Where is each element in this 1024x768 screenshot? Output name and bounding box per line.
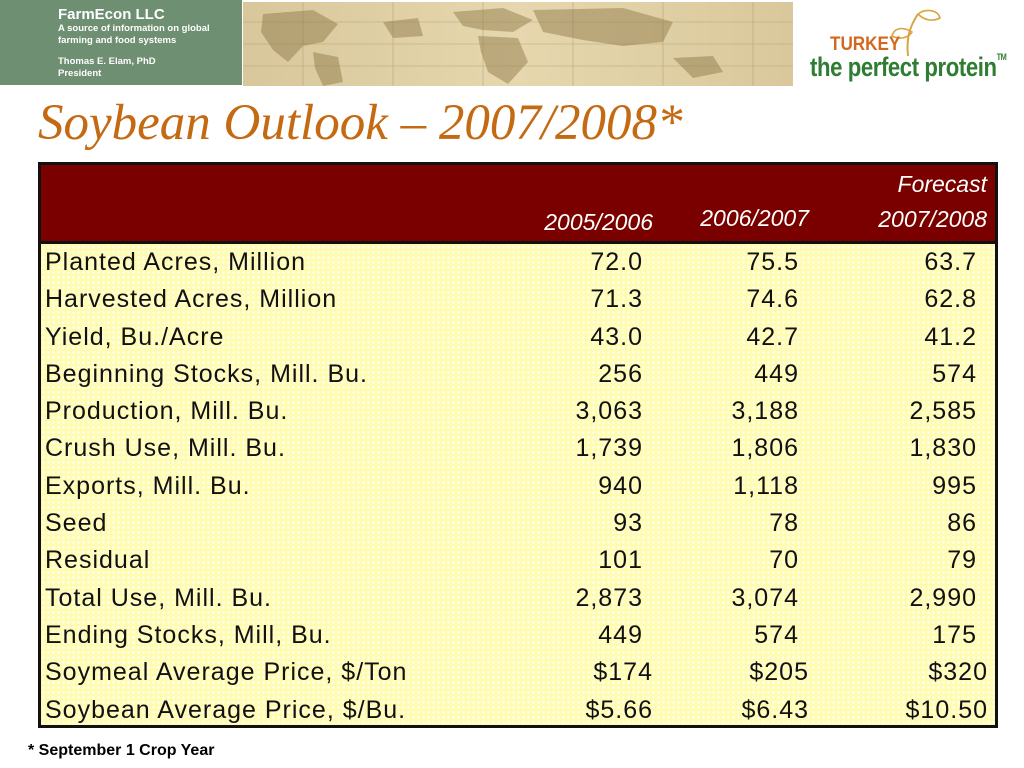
table-row: Exports, Mill. Bu. 940 1,118 995 — [41, 468, 995, 505]
cell-2007-2008: 2,585 — [909, 397, 977, 426]
row-label: Soymeal Average Price, $/Ton — [45, 658, 408, 687]
cell-2006-2007: 1,806 — [731, 434, 799, 463]
row-label: Exports, Mill. Bu. — [45, 471, 251, 500]
cell-2005-2006: 2,873 — [575, 583, 643, 612]
table-row: Total Use, Mill. Bu. 2,873 3,074 2,990 — [41, 580, 995, 617]
cell-2005-2006: 101 — [598, 546, 643, 575]
cell-2005-2006: 1,739 — [575, 434, 643, 463]
table-body: Planted Acres, Million 72.0 75.5 63.7 Ha… — [41, 244, 995, 729]
turkey-logo: TURKEY the perfect proteinTM — [808, 8, 1018, 84]
cell-2006-2007: 70 — [769, 546, 799, 575]
column-header-2007-2008: 2007/2008 — [878, 206, 987, 232]
cell-2006-2007: $6.43 — [741, 695, 809, 724]
row-label: Yield, Bu./Acre — [45, 322, 225, 351]
row-label: Production, Mill. Bu. — [45, 397, 289, 426]
cell-2007-2008: 175 — [932, 620, 977, 649]
table-row: Seed 93 78 86 — [41, 505, 995, 542]
row-label: Residual — [45, 546, 151, 575]
cell-2007-2008: $10.50 — [905, 695, 988, 724]
cell-2005-2006: 71.3 — [590, 285, 643, 314]
cell-2005-2006: 72.0 — [590, 248, 643, 276]
cell-2006-2007: 74.6 — [746, 285, 799, 314]
table-row: Crush Use, Mill. Bu. 1,739 1,806 1,830 — [41, 430, 995, 467]
table-row: Soybean Average Price, $/Bu. $5.66 $6.43… — [41, 692, 995, 729]
row-label: Crush Use, Mill. Bu. — [45, 434, 286, 463]
cell-2005-2006: $5.66 — [585, 695, 653, 724]
world-map-image — [243, 2, 793, 86]
cell-2006-2007: 574 — [754, 620, 799, 649]
sprout-icon — [891, 9, 941, 57]
cell-2007-2008: 2,990 — [909, 583, 977, 612]
cell-2005-2006: 449 — [598, 620, 643, 649]
table-row: Yield, Bu./Acre 43.0 42.7 41.2 — [41, 319, 995, 356]
logo-tm: TM — [996, 52, 1007, 62]
cell-2005-2006: 256 — [598, 359, 643, 388]
outlook-table: Forecast 2005/2006 2006/2007 2007/2008 P… — [38, 162, 998, 728]
forecast-label: Forecast — [897, 171, 987, 197]
cell-2006-2007: 1,118 — [733, 471, 799, 500]
row-label: Ending Stocks, Mill, Bu. — [45, 620, 332, 649]
cell-2007-2008: 574 — [932, 359, 977, 388]
brand-tagline: A source of information on global farmin… — [58, 23, 210, 46]
row-label: Seed — [45, 509, 108, 538]
cell-2006-2007: 449 — [754, 359, 799, 388]
table-row: Residual 101 70 79 — [41, 542, 995, 579]
brand-box: FarmEcon LLC A source of information on … — [0, 0, 242, 85]
logo-tagline-text: the perfect protein — [810, 52, 997, 82]
brand-person: Thomas E. Elam, PhD President — [58, 56, 156, 80]
brand-person-name: Thomas E. Elam, PhD — [58, 56, 156, 67]
cell-2006-2007: 3,074 — [731, 583, 799, 612]
cell-2005-2006: $174 — [593, 658, 653, 687]
row-label: Soybean Average Price, $/Bu. — [45, 695, 407, 724]
table-row: Soymeal Average Price, $/Ton $174 $205 $… — [41, 654, 995, 691]
page-title: Soybean Outlook – 2007/2008* — [38, 95, 683, 151]
row-label: Harvested Acres, Million — [45, 285, 338, 314]
cell-2005-2006: 43.0 — [590, 322, 643, 351]
footnote: * September 1 Crop Year — [28, 742, 215, 759]
cell-2007-2008: 79 — [947, 546, 977, 575]
cell-2007-2008: 995 — [932, 471, 977, 500]
cell-2007-2008: 86 — [947, 509, 977, 538]
cell-2007-2008: 62.8 — [924, 285, 977, 314]
row-label: Beginning Stocks, Mill. Bu. — [45, 359, 368, 388]
cell-2007-2008: $320 — [928, 658, 988, 687]
table-row: Beginning Stocks, Mill. Bu. 256 449 574 — [41, 356, 995, 393]
cell-2006-2007: 75.5 — [746, 248, 799, 276]
cell-2006-2007: 3,188 — [731, 397, 799, 426]
brand-person-role: President — [58, 68, 102, 79]
row-label: Total Use, Mill. Bu. — [45, 583, 273, 612]
table-row: Harvested Acres, Million 71.3 74.6 62.8 — [41, 281, 995, 318]
cell-2006-2007: $205 — [749, 658, 809, 687]
cell-2006-2007: 78 — [769, 509, 799, 538]
table-header: Forecast 2005/2006 2006/2007 2007/2008 — [41, 165, 995, 244]
table-row: Ending Stocks, Mill, Bu. 449 574 175 — [41, 617, 995, 654]
cell-2005-2006: 3,063 — [575, 397, 643, 426]
cell-2005-2006: 93 — [613, 509, 643, 538]
logo-word-turkey: TURKEY — [830, 34, 901, 55]
cell-2007-2008: 63.7 — [924, 248, 977, 276]
cell-2005-2006: 940 — [598, 471, 643, 500]
brand-name: FarmEcon LLC — [58, 6, 165, 23]
cell-2006-2007: 42.7 — [746, 322, 799, 351]
row-label: Planted Acres, Million — [45, 248, 307, 276]
logo-word-tagline: the perfect proteinTM — [810, 52, 1007, 83]
cell-2007-2008: 41.2 — [924, 322, 977, 351]
table-row: Planted Acres, Million 72.0 75.5 63.7 — [41, 244, 995, 281]
column-header-2005-2006: 2005/2006 — [544, 209, 653, 235]
table-row: Production, Mill. Bu. 3,063 3,188 2,585 — [41, 393, 995, 430]
column-header-2006-2007: 2006/2007 — [700, 205, 809, 231]
cell-2007-2008: 1,830 — [909, 434, 977, 463]
world-map-icon — [243, 2, 793, 86]
